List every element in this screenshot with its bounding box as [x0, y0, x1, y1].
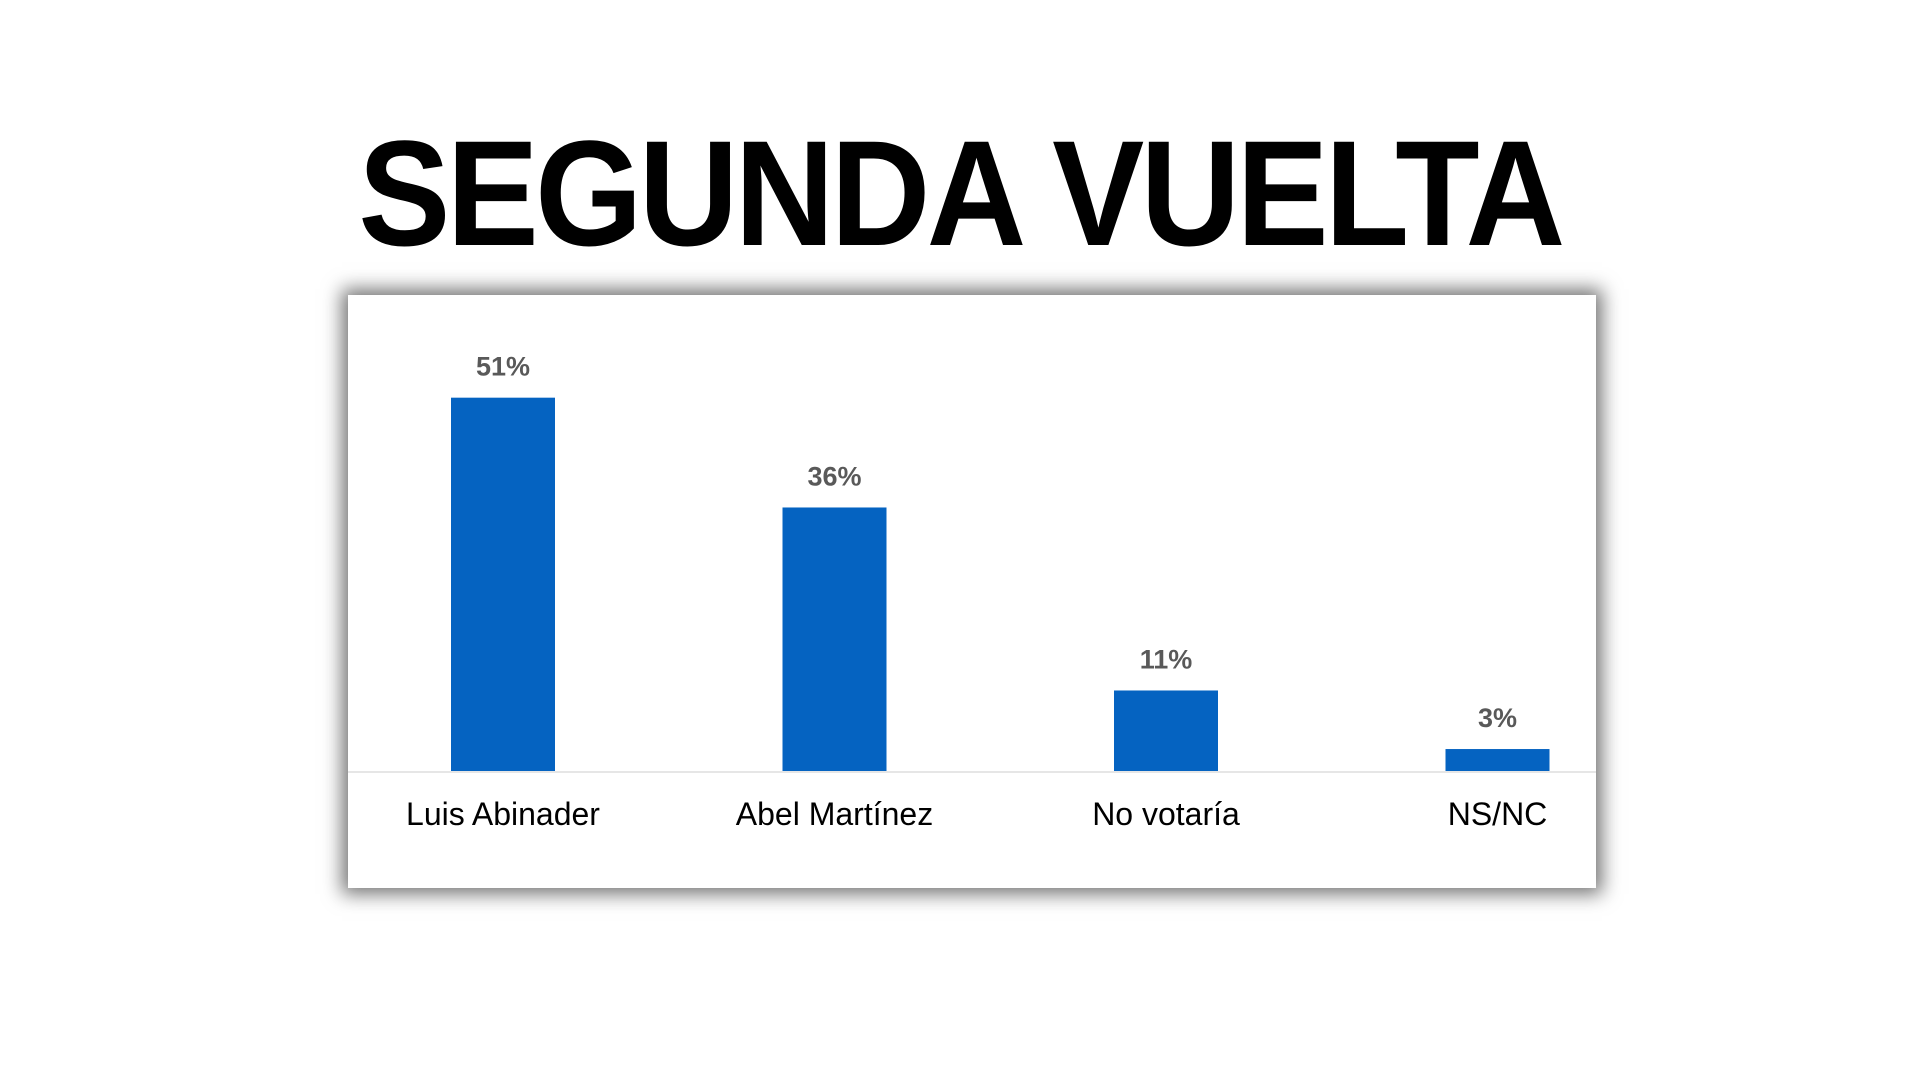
category-label-0: Luis Abinader: [406, 796, 600, 832]
chart-panel: 51% Luis Abinader 36% Abel Martínez 11% No vo…: [348, 295, 1596, 888]
data-label-3: 3%: [1478, 703, 1517, 733]
category-label-2: No votaría: [1092, 796, 1240, 832]
page-title: SEGUNDA VUELTA: [358, 109, 1565, 277]
bar-3: [1445, 749, 1550, 771]
bar-2: [1114, 690, 1218, 771]
data-label-2: 11%: [1140, 644, 1193, 674]
category-label-3: NS/NC: [1448, 796, 1548, 832]
bar-chart: 51% Luis Abinader 36% Abel Martínez 11% No vo…: [348, 352, 1596, 832]
data-label-1: 36%: [807, 461, 861, 491]
category-label-1: Abel Martínez: [736, 796, 933, 832]
bar-0: [451, 397, 555, 771]
bar-1: [782, 507, 887, 771]
data-label-0: 51%: [476, 352, 530, 382]
